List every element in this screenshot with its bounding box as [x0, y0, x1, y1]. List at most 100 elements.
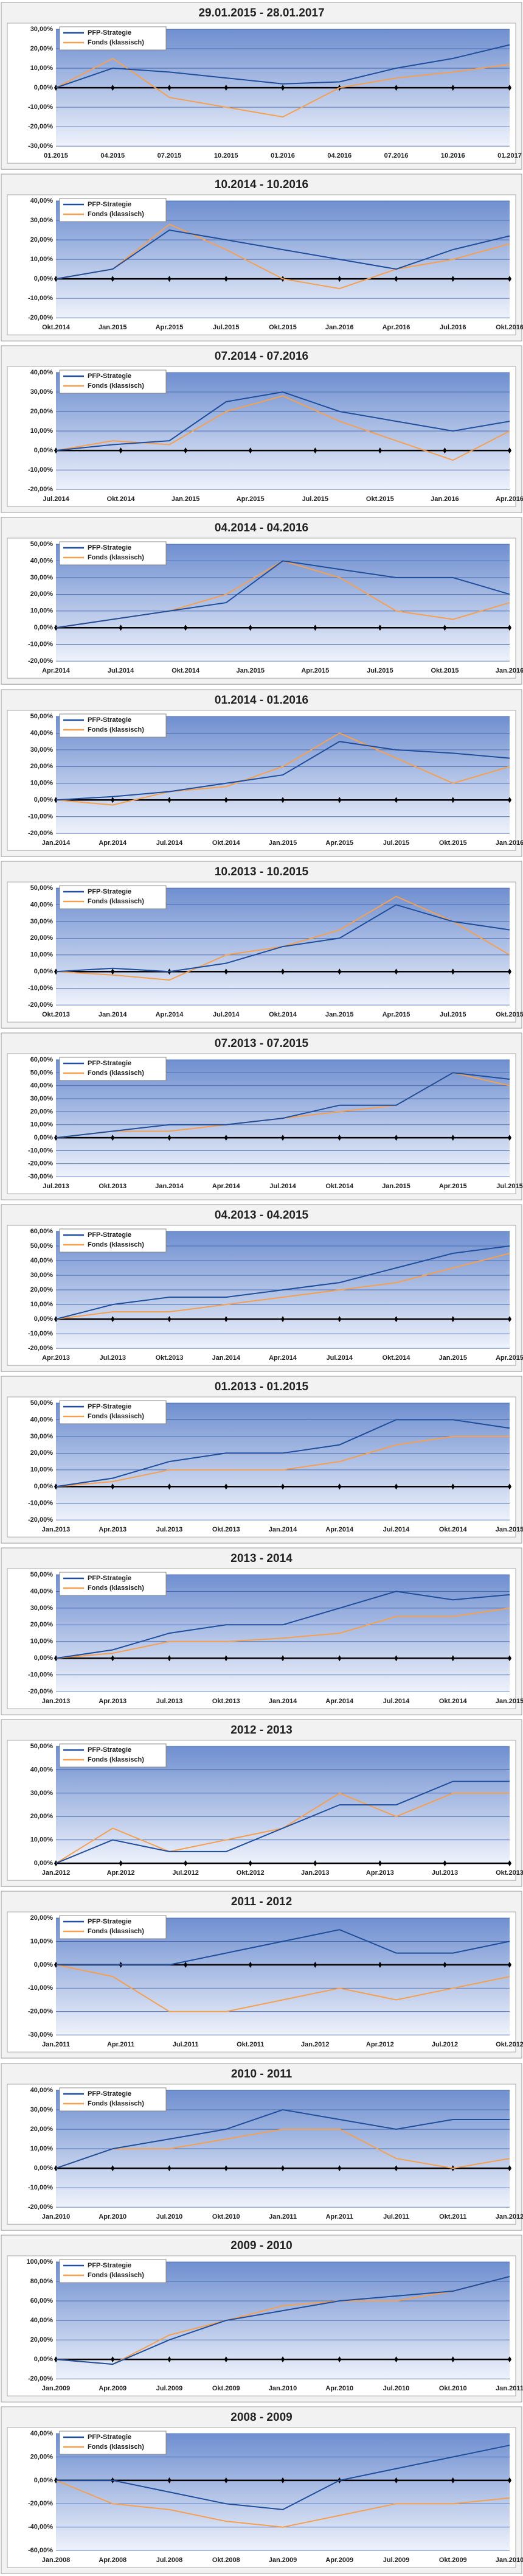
y-tick-label: 30,00%: [30, 1095, 54, 1102]
y-tick-label: 30,00%: [30, 917, 54, 925]
x-tick-label: Apr.2015: [383, 1011, 410, 1018]
zero-marker: [508, 625, 511, 631]
y-tick-label: 30,00%: [30, 388, 54, 396]
zero-marker: [394, 2356, 398, 2362]
x-tick-label: Jul.2015: [367, 667, 393, 674]
y-tick-label: 0,00%: [34, 968, 53, 975]
y-tick-label: -10,00%: [28, 1330, 53, 1337]
x-tick-label: Apr.2013: [99, 1698, 126, 1705]
y-tick-label: 10,00%: [30, 256, 54, 263]
y-tick-label: -20,00%: [28, 657, 53, 665]
zero-marker: [338, 968, 342, 975]
zero-marker: [111, 1315, 115, 1322]
zero-marker: [338, 796, 342, 803]
zero-marker: [451, 1483, 455, 1490]
series-line: [55, 903, 510, 972]
chart-title: 01.2013 - 01.2015: [215, 1381, 309, 1393]
legend-label: PFP-Strategie: [88, 1575, 131, 1582]
x-tick-label: Okt.2012: [237, 1869, 265, 1877]
zero-marker: [281, 968, 285, 975]
zero-marker: [313, 447, 317, 454]
x-tick-label: Jul.2016: [440, 324, 466, 331]
x-tick-label: Apr.2014: [325, 1698, 354, 1705]
x-tick-label: Jul.2015: [302, 495, 328, 503]
y-tick-label: 0,00%: [34, 2164, 53, 2171]
x-tick-label: Apr.2008: [99, 2557, 126, 2564]
zero-marker: [313, 625, 317, 631]
x-tick-label: 01.2015: [44, 152, 68, 159]
y-tick-label: 10,00%: [30, 1466, 54, 1474]
zero-marker: [224, 2165, 228, 2171]
zero-marker: [394, 1483, 398, 1490]
chart-title: 07.2014 - 07.2016: [215, 350, 308, 363]
legend-label: PFP-Strategie: [88, 201, 131, 208]
zero-marker: [224, 968, 228, 975]
y-tick-label: 30,00%: [30, 1433, 54, 1440]
zero-marker: [248, 1962, 252, 1969]
zero-marker: [224, 1134, 228, 1141]
y-tick-label: 10,00%: [30, 427, 54, 435]
legend-label: PFP-Strategie: [88, 888, 131, 895]
legend: [59, 1743, 167, 1768]
x-tick-label: Apr.2013: [99, 1526, 126, 1533]
y-tick-label: -10,00%: [28, 1147, 53, 1154]
y-tick-label: 20,00%: [30, 1286, 54, 1293]
chart-title: 2013 - 2014: [230, 1552, 293, 1565]
series-line: [55, 560, 510, 629]
zero-marker: [224, 796, 228, 803]
legend-label: Fonds (klassisch): [88, 2272, 144, 2279]
y-tick-label: 40,00%: [30, 901, 54, 908]
x-tick-label: Jan.2010: [269, 2385, 297, 2392]
zero-marker: [119, 1860, 123, 1867]
legend-label: PFP-Strategie: [88, 716, 131, 723]
zero-marker: [508, 276, 511, 282]
zero-marker: [508, 796, 511, 803]
zero-marker: [451, 968, 455, 975]
y-tick-label: -10,00%: [28, 641, 53, 648]
y-tick-label: -20,00%: [28, 2008, 53, 2015]
y-tick-label: 50,00%: [30, 541, 54, 548]
zero-marker: [111, 85, 115, 91]
y-tick-label: -60,00%: [28, 2547, 53, 2554]
x-tick-label: Okt.2014: [212, 839, 241, 847]
legend-label: Fonds (klassisch): [88, 1584, 144, 1592]
zero-marker: [281, 2356, 285, 2362]
y-tick-label: 60,00%: [30, 2297, 54, 2305]
zero-marker: [281, 796, 285, 803]
y-tick-label: 60,00%: [30, 1228, 54, 1235]
x-tick-label: Okt.2015: [431, 667, 459, 674]
y-tick-label: 40,00%: [30, 197, 54, 205]
legend-label: PFP-Strategie: [88, 544, 131, 551]
y-tick-label: -30,00%: [28, 1173, 53, 1180]
x-tick-label: Jan.2015: [99, 324, 126, 331]
legend-label: Fonds (klassisch): [88, 211, 144, 218]
zero-marker: [248, 625, 252, 631]
x-tick-label: Jan.2014: [269, 1526, 297, 1533]
x-tick-label: Apr.2015: [325, 839, 353, 847]
zero-marker: [508, 2356, 511, 2362]
zero-marker: [119, 447, 123, 454]
chart: 07.2014 - 07.2016 -20,00% -10,00% 0,00% 10,0…: [1, 345, 523, 513]
zero-marker: [394, 968, 398, 975]
x-tick-label: Jul.2014: [383, 1698, 410, 1705]
series-line: [55, 391, 510, 452]
x-tick-label: Jul.2014: [43, 495, 69, 503]
series-line: [55, 1591, 510, 1659]
legend-label: PFP-Strategie: [88, 1231, 131, 1239]
zero-marker: [54, 1483, 58, 1490]
x-tick-label: Jan.2011: [42, 2041, 70, 2048]
zero-marker: [394, 796, 398, 803]
zero-marker: [443, 625, 447, 631]
y-tick-label: -20,00%: [28, 1688, 53, 1695]
x-tick-label: Jan.2015: [236, 667, 264, 674]
y-tick-label: 40,00%: [30, 1082, 54, 1089]
x-tick-label: Jan.2015: [496, 1698, 523, 1705]
y-tick-label: 30,00%: [30, 746, 54, 753]
zero-marker: [443, 1860, 447, 1867]
zero-marker: [338, 1134, 342, 1141]
zero-marker: [451, 2477, 455, 2483]
chart-title: 01.2014 - 01.2016: [215, 694, 308, 707]
series-line: [55, 44, 510, 89]
zero-marker: [184, 625, 188, 631]
x-tick-label: 10.2016: [441, 152, 465, 159]
